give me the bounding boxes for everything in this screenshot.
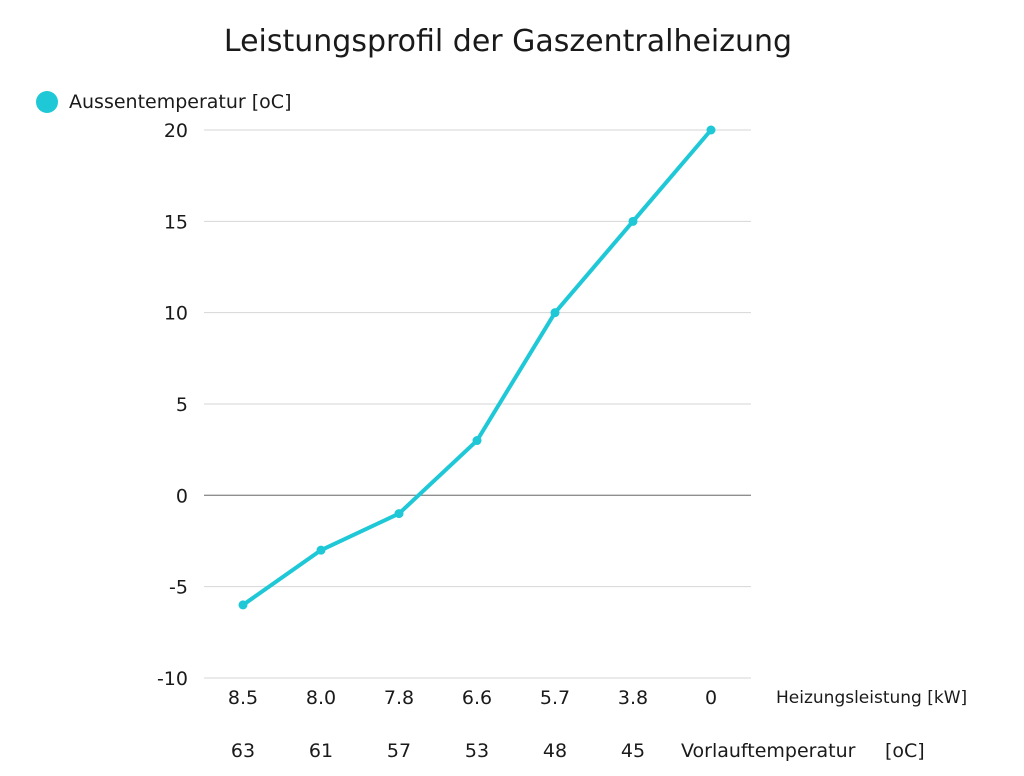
secondary-x-axis-label: Vorlauftemperatur <box>681 740 856 762</box>
x-tick-label: 8.0 <box>306 687 336 709</box>
x-axis-label: Heizungsleistung [kW] <box>776 688 967 708</box>
data-point <box>706 125 716 135</box>
data-point <box>316 545 326 555</box>
data-point <box>394 509 404 519</box>
secondary-x-tick-label: 48 <box>543 740 567 762</box>
secondary-x-tick-label: 45 <box>621 740 645 762</box>
data-point <box>550 308 560 318</box>
y-tick-label: 0 <box>176 485 188 507</box>
legend-label: Aussentemperatur [oC] <box>69 91 292 113</box>
x-tick-label: 7.8 <box>384 687 414 709</box>
secondary-x-tick-label: 63 <box>231 740 255 762</box>
x-tick-label: 3.8 <box>618 687 648 709</box>
data-point <box>238 600 248 610</box>
y-tick-label: 15 <box>164 211 188 233</box>
secondary-x-tick-label: 57 <box>387 740 411 762</box>
secondary-x-tick-label: 61 <box>309 740 333 762</box>
y-tick-label: 5 <box>176 394 188 416</box>
x-tick-label: 0 <box>705 687 717 709</box>
chart-title: Leistungsprofil der Gaszentralheizung <box>223 24 793 59</box>
secondary-x-tick-label: 53 <box>465 740 489 762</box>
legend: Aussentemperatur [oC] <box>36 91 291 113</box>
data-point <box>472 436 482 446</box>
data-point <box>628 216 638 226</box>
x-tick-label: 8.5 <box>228 687 258 709</box>
x-tick-label: 5.7 <box>540 687 570 709</box>
y-tick-label: -10 <box>157 668 188 690</box>
y-tick-label: -5 <box>169 577 188 599</box>
legend-swatch-icon <box>36 91 58 113</box>
y-tick-label: 20 <box>164 120 188 142</box>
secondary-x-axis-unit: [oC] <box>885 740 925 762</box>
x-tick-label: 6.6 <box>462 687 492 709</box>
series-line <box>241 128 713 607</box>
y-tick-label: 10 <box>164 303 188 325</box>
